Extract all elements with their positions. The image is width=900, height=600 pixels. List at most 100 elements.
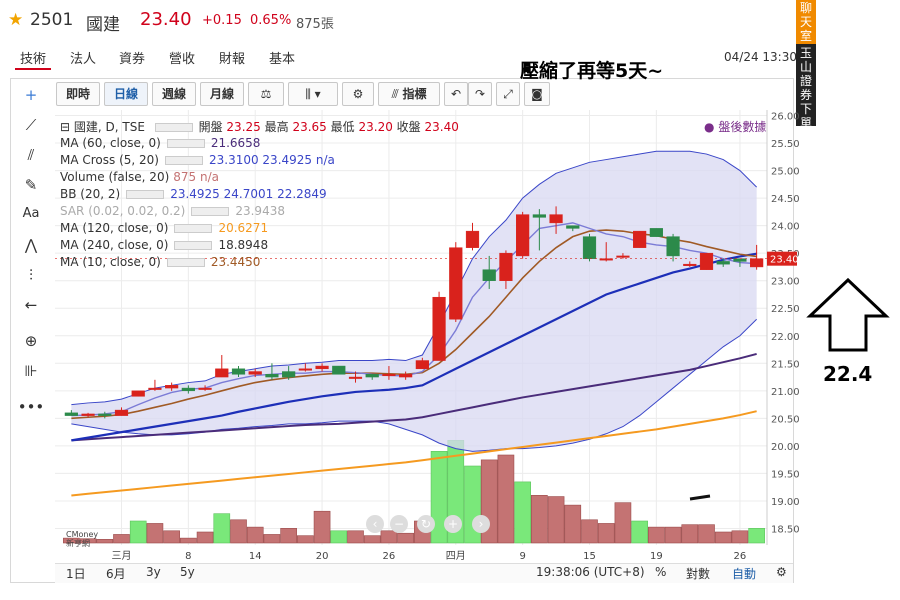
legend-sar-value: 23.9438 [235, 204, 285, 218]
tab-technical[interactable]: 技術 [20, 52, 47, 67]
legend-ma120-name: MA (120, close, 0) [60, 221, 169, 235]
crosshair-icon[interactable]: + [24, 86, 38, 104]
tab-margin[interactable]: 資券 [119, 52, 146, 67]
candle-body [666, 236, 680, 257]
fib-icon[interactable]: ⫽ [27, 146, 35, 164]
legend-ma10-controls[interactable] [166, 258, 205, 267]
tab-institutional[interactable]: 法人 [70, 52, 97, 67]
undo-icon[interactable]: ↶ [444, 82, 468, 106]
order-badge[interactable]: 玉山證券下單 [796, 44, 816, 130]
arrow-left-icon[interactable]: ← [24, 296, 38, 314]
daily-button[interactable]: 日線 [104, 82, 148, 106]
tab-basic[interactable]: 基本 [269, 52, 296, 67]
candle-body [415, 360, 429, 370]
candle-body [733, 258, 747, 262]
candle-body [716, 261, 730, 265]
candle-body [649, 228, 663, 237]
legend-ma10-value: 23.4450 [210, 255, 261, 269]
settings-gear-icon[interactable]: ⚙ [342, 82, 374, 106]
compare-icon[interactable]: ⚖ [248, 82, 284, 106]
candle-body [582, 236, 597, 259]
legend-bb-controls[interactable] [126, 190, 165, 199]
zoom-icon[interactable]: ⊕ [24, 332, 38, 350]
y-tick-label: 25.00 [771, 167, 800, 178]
range-5y[interactable]: 5y [180, 565, 195, 579]
after-hours-data[interactable]: ● 盤後數據 [704, 118, 766, 135]
favorite-star-icon[interactable]: ★ [8, 10, 24, 30]
candle-body [382, 374, 396, 377]
volume-bar [648, 526, 665, 544]
ma120-line [71, 410, 757, 497]
volume-bar [79, 538, 97, 544]
volume-bar [246, 526, 264, 544]
legend-low: 23.20 [358, 120, 393, 134]
legend-macross-name: MA Cross (5, 20) [60, 153, 159, 167]
candle-body [332, 365, 346, 375]
candle-body [516, 214, 530, 257]
candle-body [449, 247, 463, 320]
legend-bb: BB (20, 2) 23.4925 24.7001 22.2849 [60, 187, 327, 201]
legend-sar-name: SAR (0.02, 0.02, 0.2) [60, 204, 186, 218]
brush-icon[interactable]: ✎ [24, 176, 38, 194]
range-1d[interactable]: 1日 [66, 567, 86, 581]
legend-sar-controls[interactable] [191, 207, 230, 216]
reset-icon[interactable]: ↻ [417, 515, 435, 533]
forecast-icon[interactable]: ⫶ [29, 266, 33, 284]
camera-icon[interactable]: ◙ [524, 82, 550, 106]
candle-body [399, 374, 413, 378]
indicators-button[interactable]: ⫻ 指標 [378, 82, 440, 106]
scroll-right-icon[interactable]: › [472, 515, 490, 533]
volume-bar [146, 523, 164, 544]
candle-body [750, 258, 764, 268]
volume-bar [681, 524, 699, 544]
log-toggle[interactable]: 對數 [686, 567, 711, 581]
candle-body [549, 214, 563, 224]
weekly-button[interactable]: 週線 [152, 82, 196, 106]
drawing-toolbar: + ⟋ ⫽ ✎ Aa ⋀ ⫶ ← ⊕ ⊪ ••• [12, 80, 50, 420]
auto-toggle[interactable]: 自動 [732, 567, 757, 581]
volume-bar [430, 451, 448, 544]
tab-revenue[interactable]: 營收 [169, 52, 196, 67]
candle-body [683, 263, 697, 266]
y-tick-label: 20.00 [771, 442, 800, 453]
x-tick-label: 26 [383, 551, 396, 562]
legend-collapse-icon[interactable]: ⊟ [60, 120, 71, 134]
percent-toggle[interactable]: % [655, 565, 667, 579]
monthly-button[interactable]: 月線 [200, 82, 244, 106]
scroll-left-icon[interactable]: ‹ [366, 515, 384, 533]
legend-ma120-controls[interactable] [174, 224, 213, 233]
intraday-button[interactable]: 即時 [56, 82, 100, 106]
legend-ma240-controls[interactable] [174, 241, 213, 250]
legend-ohlc-controls[interactable] [154, 123, 193, 132]
chart-type-icon[interactable]: ⫼ ▾ [288, 82, 338, 106]
legend-high-label: 最高 [264, 120, 289, 134]
fullscreen-icon[interactable]: ⤢ [496, 82, 520, 106]
trade-volume: 875張 [296, 17, 334, 32]
last-price-label: 23.40 [770, 255, 799, 266]
bottom-bar [55, 563, 793, 583]
measure-icon[interactable]: ⊪ [24, 362, 38, 380]
text-tool-icon[interactable]: Aa [22, 206, 40, 221]
more-icon[interactable]: ••• [17, 398, 45, 416]
redo-icon[interactable]: ↷ [468, 82, 492, 106]
cmoney-logo: CMoney 新亨網 [66, 530, 98, 548]
volume-bar [163, 530, 180, 544]
legend-ma60-controls[interactable] [166, 139, 205, 148]
after-hours-label: 盤後數據 [718, 120, 767, 134]
chatroom-badge[interactable]: 聊天室 [796, 0, 816, 44]
settings-small-icon[interactable]: ⚙ [776, 565, 787, 579]
indicators-icon: ⫻ [391, 87, 403, 101]
legend-open: 23.25 [226, 120, 261, 134]
legend-ma10: MA (10, close, 0) 23.4450 [60, 255, 260, 269]
zoom-in-icon[interactable]: + [444, 515, 462, 533]
range-6m[interactable]: 6月 [106, 567, 126, 581]
legend-macross-controls[interactable] [164, 156, 203, 165]
volume-bar [330, 530, 348, 544]
volume-bar [698, 524, 715, 544]
zoom-out-icon[interactable]: − [390, 515, 408, 533]
trendline-icon[interactable]: ⟋ [25, 116, 37, 134]
tab-financials[interactable]: 財報 [219, 52, 246, 67]
pattern-icon[interactable]: ⋀ [24, 236, 38, 254]
range-3y[interactable]: 3y [146, 565, 161, 579]
